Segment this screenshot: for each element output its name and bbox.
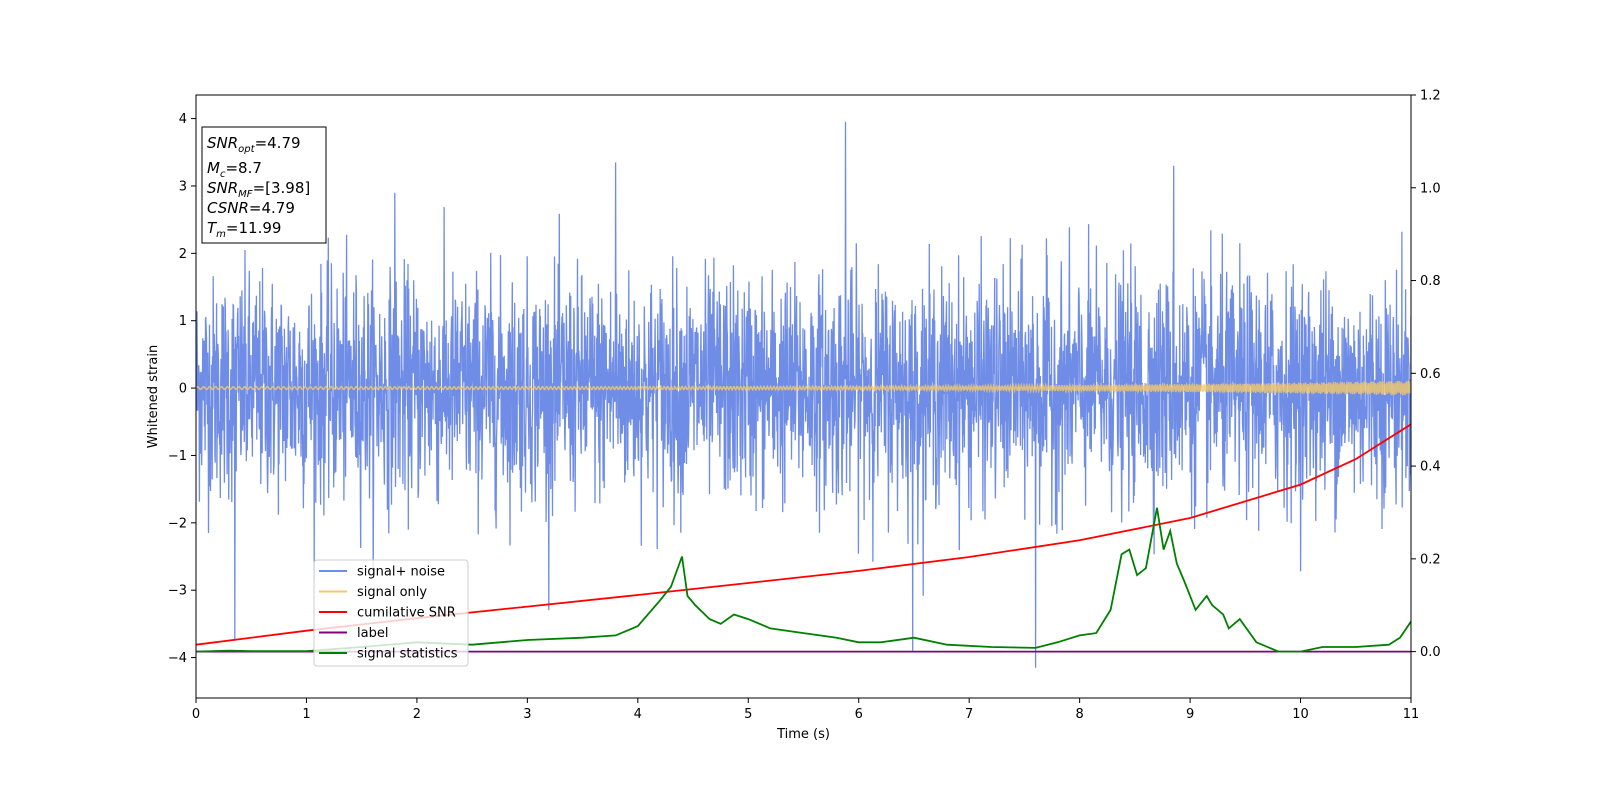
y-tick-label: 4 [179, 112, 187, 127]
csnr-text: CSNR=4.79 [207, 199, 295, 217]
legend-label-cumilative-snr: cumilative SNR [357, 606, 456, 621]
y2-tick-label: 1.0 [1420, 181, 1441, 196]
snr-info-box: SNRopt=4.79 Mc=8.7 SNRMF=[3.98] CSNR=4.7… [201, 126, 327, 244]
y2-tick-label: 0.8 [1420, 274, 1441, 289]
y-tick-label: 2 [179, 247, 187, 262]
y-tick-label: −4 [168, 651, 187, 666]
x-tick-label: 9 [1186, 707, 1194, 722]
x-tick-label: 10 [1292, 707, 1309, 722]
legend-label-signal-statistics: signal statistics [357, 647, 458, 662]
legend-label-label: label [357, 626, 388, 641]
legend-label-signal-noise: signal+ noise [357, 565, 445, 580]
y-tick-label: 1 [179, 314, 187, 329]
x-tick-label: 6 [855, 707, 863, 722]
y-tick-label: −1 [168, 449, 187, 464]
snr-opt-text: SNRopt=4.79 [207, 134, 301, 155]
legend: signal+ noise signal only cumilative SNR la… [313, 559, 469, 667]
x-tick-label: 3 [523, 707, 531, 722]
x-tick-label: 11 [1403, 707, 1420, 722]
y2-tick-label: 0.0 [1420, 645, 1441, 660]
merger-time-text: Tm=11.99 [207, 219, 281, 240]
axes-frame [195, 94, 1412, 699]
signal-noise-line [196, 121, 1411, 668]
x-tick-label: 0 [192, 707, 200, 722]
signal-only-line [196, 380, 1411, 396]
y2-tick-label: 0.4 [1420, 460, 1441, 475]
x-tick-label: 7 [965, 707, 973, 722]
y2-tick-label: 1.2 [1420, 89, 1441, 104]
y-tick-label: 0 [179, 382, 187, 397]
x-tick-label: 4 [634, 707, 642, 722]
x-tick-label: 5 [744, 707, 752, 722]
chirp-mass-text: Mc=8.7 [207, 159, 262, 180]
axis-ticks: 0 1 2 3 4 5 6 7 8 9 10 11 −4 −3 −2 −1 0 1 2 3 4 0.0 0.2 0.4 0.6 0… [168, 89, 1441, 723]
x-axis-label: Time (s) [776, 727, 830, 742]
y-tick-label: 3 [179, 179, 187, 194]
x-tick-label: 1 [302, 707, 310, 722]
x-tick-label: 2 [413, 707, 421, 722]
y2-tick-label: 0.2 [1420, 552, 1441, 567]
y-tick-label: −3 [168, 584, 187, 599]
y-axis-label: Whitened strain [146, 345, 161, 448]
snr-mf-text: SNRMF=[3.98] [207, 179, 310, 200]
y-tick-label: −2 [168, 516, 187, 531]
x-tick-label: 8 [1075, 707, 1083, 722]
signal-statistics-line [196, 507, 1411, 653]
legend-label-signal-only: signal only [357, 585, 427, 600]
y2-tick-label: 0.6 [1420, 367, 1441, 382]
